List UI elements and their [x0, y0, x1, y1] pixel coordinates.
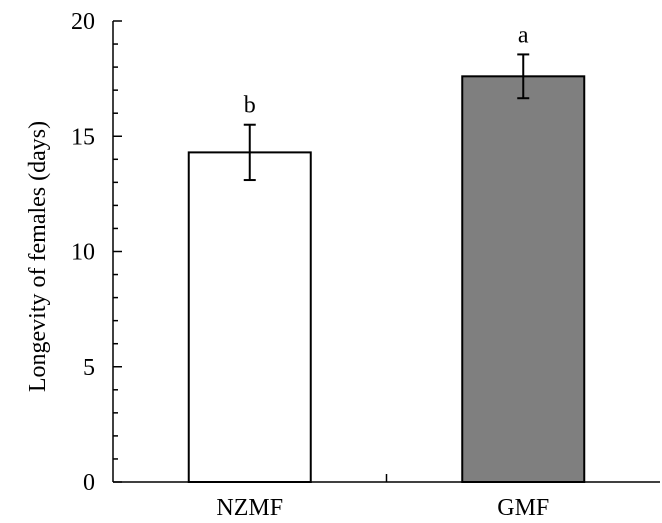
y-axis-title: Longevity of females (days) [25, 121, 51, 392]
bars [187, 75, 586, 483]
significance-letter: b [244, 93, 256, 119]
y-tick-label: 20 [71, 9, 95, 35]
y-tick-label: 5 [83, 355, 95, 381]
x-category-label: GMF [497, 495, 549, 521]
y-tick-label: 15 [71, 124, 95, 150]
significance-labels: ba [244, 22, 529, 118]
bar-nzmf [187, 151, 312, 483]
bar-gmf [461, 75, 586, 483]
x-category-label: NZMF [216, 495, 283, 521]
significance-letter: a [518, 22, 529, 48]
error-bars [243, 53, 530, 182]
y-tick-label: 10 [71, 240, 95, 266]
y-axis-ticks: 0 5 10 15 20 [71, 9, 122, 496]
category-labels: NZMF GMF [216, 495, 549, 521]
y-tick-label: 0 [83, 470, 95, 496]
